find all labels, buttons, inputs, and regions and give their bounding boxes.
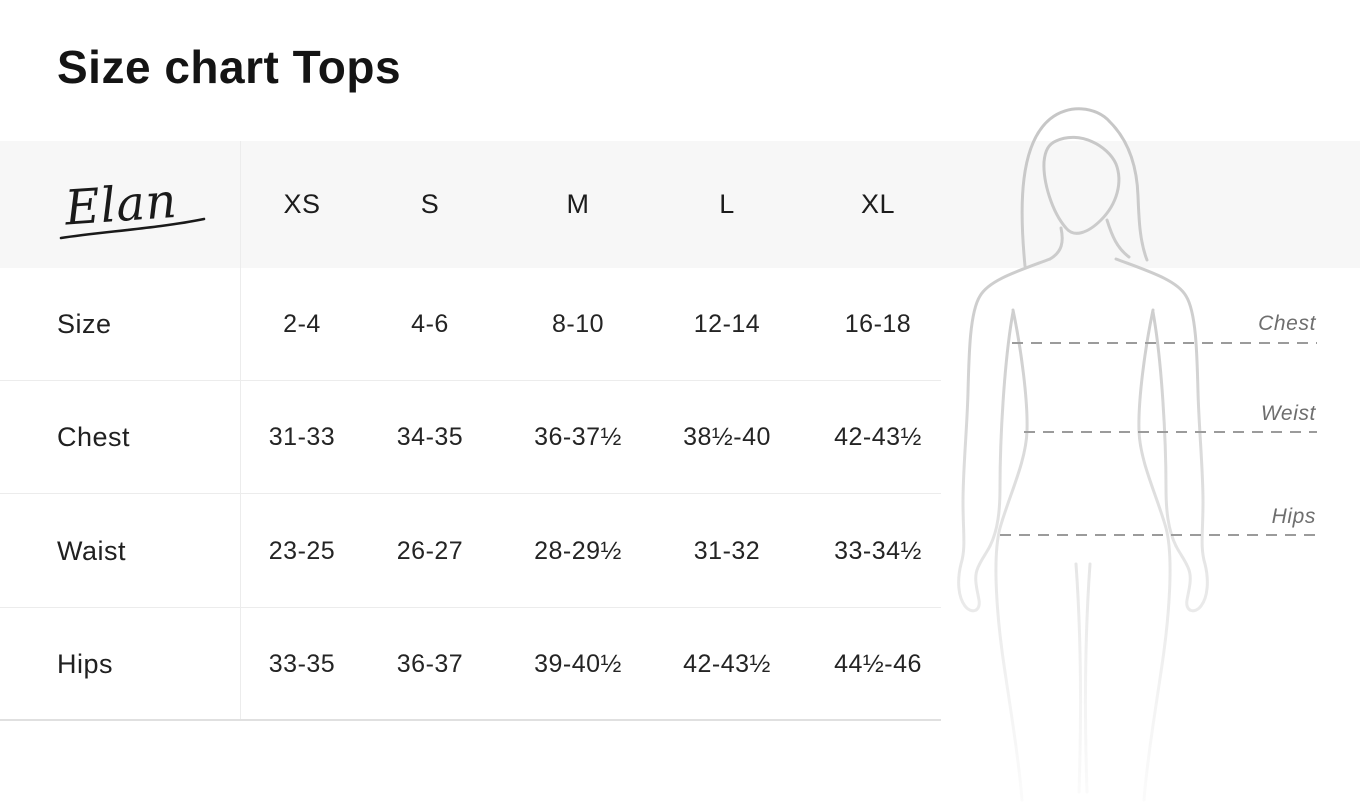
row-divider	[0, 607, 941, 608]
chest-measure-line	[1012, 342, 1317, 344]
chest-measure-label: Chest	[1258, 312, 1316, 335]
woman-figure-illustration	[940, 100, 1360, 804]
waist-xl-cell: 33-34½	[834, 536, 922, 565]
chest-s-cell: 34-35	[396, 423, 464, 451]
brand-logo: Elan	[59, 172, 206, 239]
chest-xs-cell: 31-33	[268, 423, 336, 451]
size-l-cell: 12-14	[693, 310, 761, 338]
weist-measure-line	[1024, 431, 1317, 433]
brand-cell: Elan	[0, 162, 241, 248]
row-label: Waist	[57, 535, 126, 566]
hips-measure-line	[1000, 534, 1317, 536]
table-row-hips: Hips 33-35 36-37 39-40½ 42-43½ 44½-46	[0, 608, 961, 721]
page-title: Size chart Tops	[57, 41, 402, 93]
chest-xl-cell: 42-43½	[834, 423, 922, 451]
chest-l-cell: 38½-40	[683, 423, 771, 451]
chest-m-cell: 36-37½	[534, 423, 622, 451]
table-vertical-divider	[240, 141, 241, 721]
size-s-cell: 4-6	[411, 310, 449, 338]
row-label: Size	[57, 309, 112, 339]
waist-l-cell: 31-32	[693, 536, 761, 565]
hips-xs-cell: 33-35	[268, 650, 336, 678]
brand-logo-underline	[59, 217, 206, 239]
row-label: Hips	[57, 649, 114, 679]
size-col-header-l: L	[719, 189, 735, 219]
size-col-header-xs: XS	[283, 189, 321, 219]
size-xs-cell: 2-4	[283, 310, 321, 338]
table-row-size: Size 2-4 4-6 8-10 12-14 16-18	[0, 268, 961, 381]
table-row-waist: Waist 23-25 26-27 28-29½ 31-32 33-34½	[0, 494, 961, 608]
woman-outline-icon	[957, 107, 1209, 802]
row-divider	[0, 493, 941, 494]
size-xl-cell: 16-18	[844, 310, 912, 338]
row-label: Chest	[57, 422, 131, 452]
hips-s-cell: 36-37	[396, 650, 464, 678]
waist-m-cell: 28-29½	[534, 536, 622, 565]
size-col-header-xl: XL	[860, 189, 896, 219]
size-col-header-s: S	[420, 189, 440, 219]
weist-measure-label: Weist	[1260, 402, 1316, 425]
hips-l-cell: 42-43½	[683, 650, 771, 678]
table-bottom-border	[0, 719, 941, 721]
waist-xs-cell: 23-25	[268, 536, 336, 565]
hips-xl-cell: 44½-46	[834, 650, 922, 678]
size-m-cell: 8-10	[551, 310, 605, 338]
hips-measure-label: Hips	[1271, 505, 1316, 528]
hips-m-cell: 39-40½	[534, 650, 622, 678]
waist-s-cell: 26-27	[396, 536, 464, 565]
row-divider	[0, 380, 941, 381]
table-header-row: Elan XS S M L XL	[0, 141, 961, 268]
size-col-header-m: M	[566, 189, 590, 219]
table-row-chest: Chest 31-33 34-35 36-37½ 38½-40 42-43½	[0, 381, 961, 494]
